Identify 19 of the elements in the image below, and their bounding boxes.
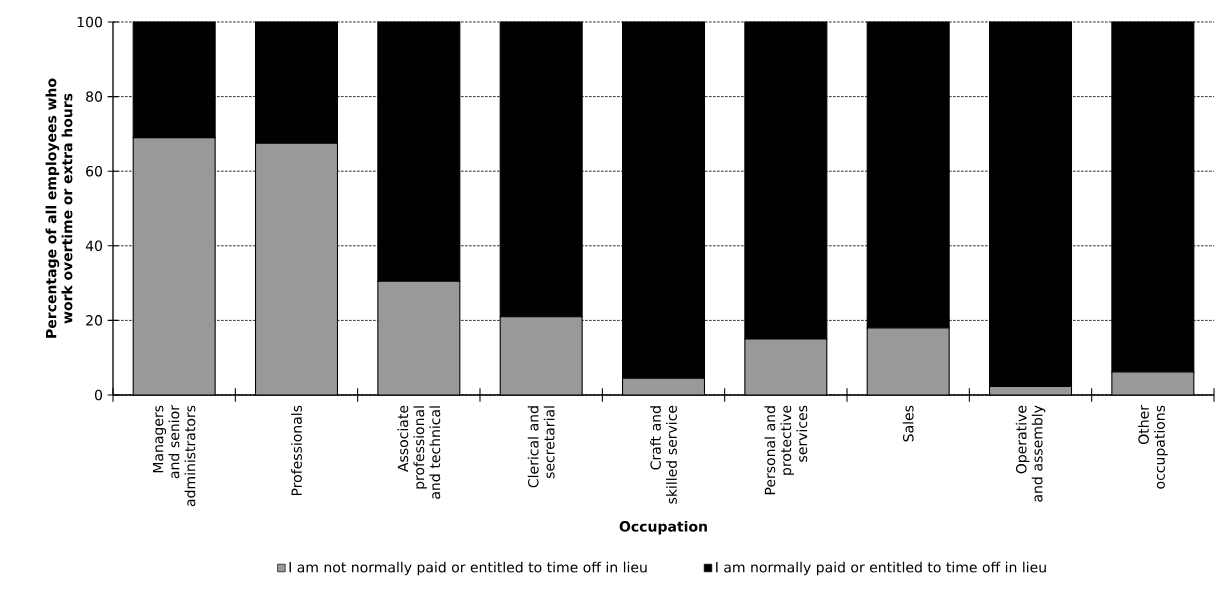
y-tick-label: 40 xyxy=(85,240,103,252)
y-tick-label: 80 xyxy=(86,91,103,102)
x-tick-label: Professionals xyxy=(291,405,302,496)
x-tick-label: Other occupations xyxy=(1138,405,1168,489)
x-tick-label: Sales xyxy=(902,405,914,442)
y-tick-label: 20 xyxy=(86,315,103,326)
y-tick-label: 0 xyxy=(94,389,103,401)
x-tick-label: Personal and protective services xyxy=(764,405,808,495)
y-axis-title: Percentage of all employees who work overtime or extra hours xyxy=(45,78,73,338)
y-tick-label: 100 xyxy=(77,16,103,28)
legend-label: I am not normally paid or entitled to time off in lieu xyxy=(289,561,647,576)
x-tick-label: Clerical and secretarial xyxy=(527,406,555,488)
x-tick-label: Craft and skilled service xyxy=(650,405,677,504)
x-tick-label: Managers and senior administrators xyxy=(152,405,196,507)
y-tick-label: 60 xyxy=(86,165,103,177)
x-tick-label: Associate professional and technical xyxy=(397,405,441,499)
legend-label: I am normally paid or entitled to time off in lieu xyxy=(716,561,1046,576)
x-tick-label: Operative and assembly xyxy=(1015,405,1046,502)
x-axis-title: Occupation xyxy=(619,520,707,535)
